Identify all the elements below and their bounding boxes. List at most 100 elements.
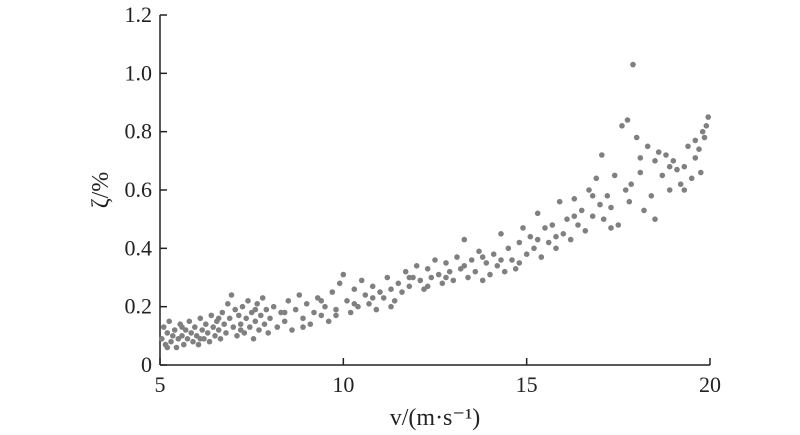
- data-point: [461, 263, 468, 269]
- data-point: [303, 301, 310, 307]
- data-point: [159, 336, 165, 342]
- data-point: [512, 266, 519, 272]
- data-point: [351, 301, 358, 307]
- data-point: [439, 280, 446, 287]
- data-point: [461, 236, 468, 243]
- data-point: [611, 172, 618, 179]
- data-point: [281, 309, 288, 316]
- data-points: [159, 61, 711, 351]
- data-point: [215, 327, 222, 333]
- data-point: [237, 327, 244, 333]
- data-point: [413, 263, 420, 269]
- data-point: [501, 268, 508, 275]
- data-point: [259, 295, 266, 301]
- data-point: [351, 286, 358, 293]
- data-point: [534, 236, 541, 243]
- data-point: [347, 309, 354, 316]
- data-point: [173, 344, 180, 351]
- data-point: [663, 152, 669, 158]
- data-point: [549, 222, 556, 228]
- data-point: [402, 268, 409, 275]
- data-point: [219, 309, 226, 316]
- data-point: [336, 280, 343, 287]
- data-point: [181, 341, 187, 348]
- data-point: [608, 204, 614, 211]
- data-point: [424, 266, 431, 272]
- data-point: [384, 274, 391, 281]
- data-point: [655, 149, 662, 155]
- data-point: [538, 254, 545, 260]
- data-point: [479, 254, 486, 260]
- data-point: [498, 257, 504, 263]
- data-point: [705, 114, 711, 120]
- data-point: [369, 283, 376, 290]
- data-point: [267, 315, 273, 322]
- data-point: [674, 166, 680, 173]
- data-point: [236, 312, 242, 319]
- data-point: [490, 251, 497, 257]
- data-point: [406, 283, 413, 290]
- x-axis-title: v/(m·s⁻¹): [390, 405, 481, 431]
- data-point: [476, 248, 482, 255]
- data-point: [206, 338, 213, 345]
- data-point: [179, 324, 185, 330]
- data-point: [247, 324, 253, 330]
- data-point: [487, 271, 493, 278]
- data-point: [170, 333, 176, 339]
- data-point: [223, 330, 229, 336]
- data-point: [494, 263, 501, 269]
- data-point: [699, 128, 706, 135]
- data-point: [388, 303, 394, 310]
- data-point: [560, 231, 567, 237]
- data-point: [685, 143, 691, 150]
- data-point: [311, 309, 317, 316]
- data-point: [380, 295, 387, 301]
- data-point: [215, 315, 222, 322]
- data-point: [252, 318, 259, 325]
- data-point: [637, 169, 644, 176]
- data-point: [199, 327, 205, 333]
- x-tick-label: 5: [155, 372, 166, 397]
- data-point: [615, 222, 622, 228]
- data-point: [696, 146, 702, 152]
- data-point: [516, 239, 523, 246]
- data-point: [545, 239, 552, 246]
- data-point: [226, 315, 233, 322]
- data-point: [556, 198, 563, 205]
- data-point: [358, 277, 365, 284]
- data-point: [542, 225, 548, 231]
- data-point: [388, 286, 394, 293]
- data-point: [186, 318, 193, 325]
- data-point: [677, 181, 684, 187]
- data-point: [340, 271, 347, 278]
- data-point: [391, 298, 398, 304]
- data-point: [692, 137, 699, 144]
- data-point: [628, 181, 634, 187]
- data-point: [258, 312, 264, 319]
- data-point: [567, 236, 574, 243]
- data-point: [250, 336, 257, 342]
- data-point: [599, 152, 605, 158]
- data-point: [666, 163, 673, 170]
- data-point: [366, 301, 372, 307]
- data-point: [395, 280, 402, 287]
- data-point: [197, 336, 204, 342]
- data-point: [261, 321, 268, 328]
- data-point: [597, 201, 603, 208]
- data-point: [212, 333, 218, 339]
- data-point: [468, 257, 475, 263]
- data-point: [197, 315, 204, 322]
- data-point: [204, 330, 211, 336]
- data-point: [681, 187, 688, 193]
- data-point: [289, 327, 295, 333]
- data-point: [252, 306, 259, 313]
- data-point: [318, 298, 325, 304]
- data-point: [637, 155, 644, 161]
- data-point: [292, 306, 299, 313]
- data-point: [666, 187, 673, 193]
- y-tick-label: 0.8: [125, 119, 153, 144]
- data-point: [265, 330, 272, 336]
- data-point: [373, 306, 380, 313]
- tick-labels: 5 10 15 20 0 0.2 0.4 0.6 0.8 1.0 1.2: [125, 2, 722, 397]
